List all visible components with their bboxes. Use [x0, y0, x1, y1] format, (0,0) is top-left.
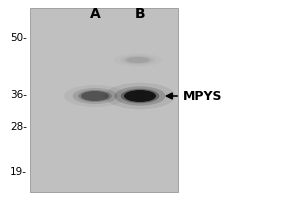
Text: 19-: 19-	[10, 167, 27, 177]
Ellipse shape	[120, 55, 156, 65]
Ellipse shape	[81, 91, 109, 101]
Ellipse shape	[73, 88, 117, 104]
Ellipse shape	[114, 53, 162, 67]
Ellipse shape	[125, 56, 151, 64]
Ellipse shape	[127, 57, 149, 63]
Ellipse shape	[114, 86, 166, 106]
Text: 36-: 36-	[10, 90, 27, 100]
Ellipse shape	[121, 89, 159, 103]
Text: MPYS: MPYS	[183, 90, 223, 102]
Bar	[30, 8, 178, 192]
Ellipse shape	[124, 90, 156, 102]
Text: 28-: 28-	[10, 122, 27, 132]
Text: A: A	[90, 7, 101, 21]
Ellipse shape	[105, 83, 175, 109]
Ellipse shape	[64, 85, 126, 107]
Ellipse shape	[78, 90, 112, 102]
Text: B: B	[135, 7, 145, 21]
Text: 50-: 50-	[10, 33, 27, 43]
